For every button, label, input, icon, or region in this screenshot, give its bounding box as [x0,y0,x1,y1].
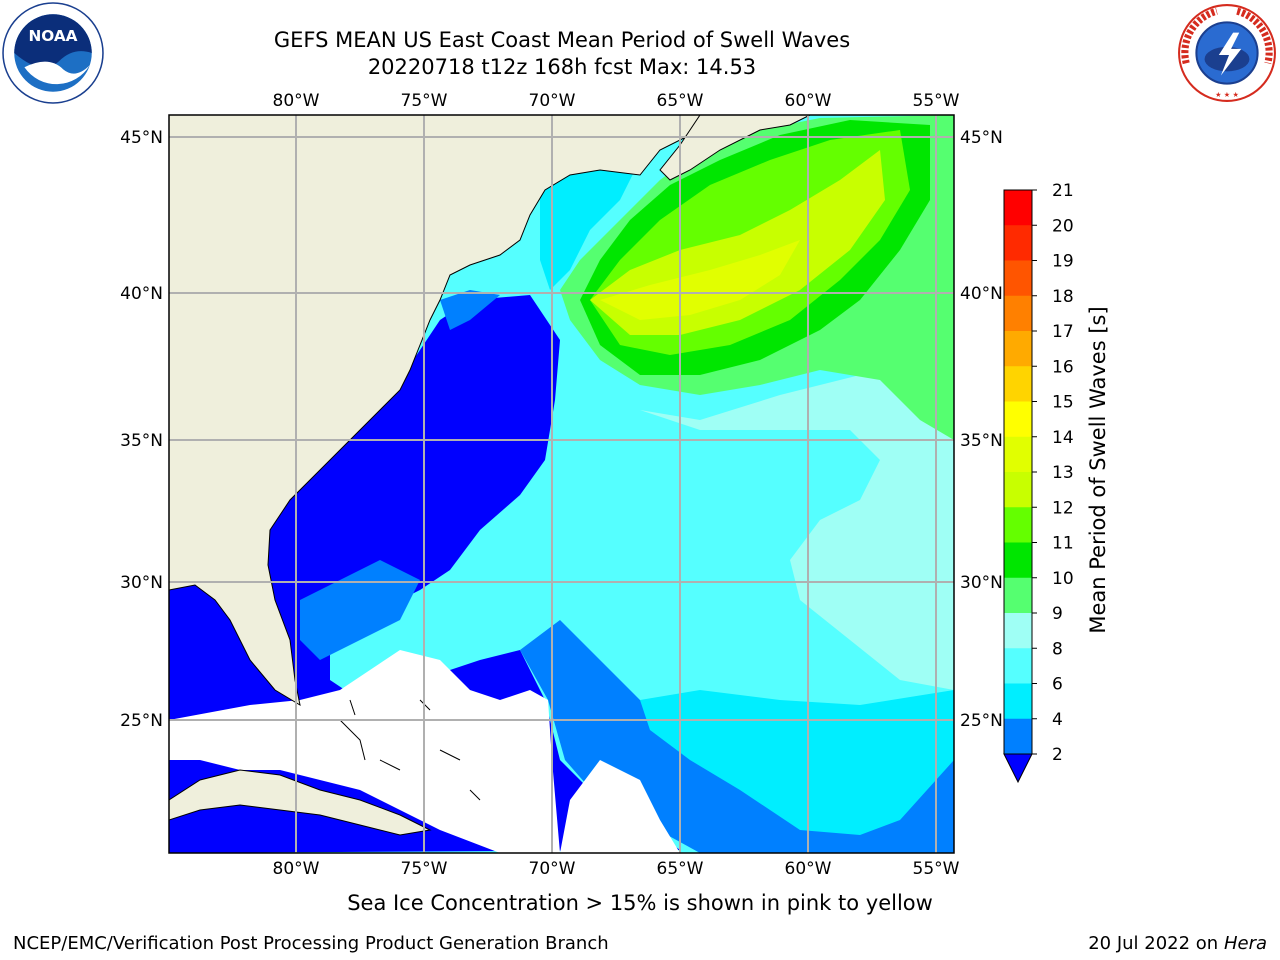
colorbar-tick-label: 6 [1052,675,1063,695]
lat-tick-labels-left: 45°N 40°N 35°N 30°N 25°N [120,128,163,731]
colorbar-swatch [1004,683,1032,720]
lon-tick-label-top: 55°W [913,91,960,111]
colorbar-tick-label: 4 [1052,710,1063,730]
chart-title: GEFS MEAN US East Coast Mean Period of S… [273,28,851,52]
lat-tick-label-right: 40°N [960,284,1003,304]
colorbar-tick-label: 20 [1052,216,1074,236]
colorbar-swatch [1004,472,1032,508]
lon-tick-label-top: 60°W [785,91,832,111]
lon-tick-label-bottom: 75°W [401,859,448,879]
colorbar-tick-label: 16 [1052,357,1074,377]
colorbar-tick-label: 15 [1052,393,1074,413]
footer-host: Hera [1223,933,1267,954]
colorbar-tick-label: 2 [1052,745,1063,765]
lon-tick-label-top: 70°W [529,91,576,111]
land-nova-scotia [659,115,811,181]
noaa-logo: NOAA [2,2,104,104]
colorbar-tick-label: 10 [1052,569,1074,589]
colorbar-tick-label: 8 [1052,639,1063,659]
land-bahamas-islands [339,699,481,801]
lon-tick-label-top: 65°W [657,91,704,111]
colorbar-tick-label: 11 [1052,534,1074,554]
colorbar-swatch [1004,401,1032,438]
noaa-logo-text: NOAA [28,27,77,45]
graticule [169,115,954,853]
colorbar-tick-label: 13 [1052,463,1074,483]
lon-tick-labels-top: 80°W 75°W 70°W 65°W 60°W 55°W [273,91,960,111]
lat-tick-labels-right: 45°N 40°N 35°N 30°N 25°N [960,128,1003,731]
colorbar-swatch [1004,507,1032,543]
colorbar-swatch [1004,295,1032,332]
land-north-america [169,115,701,707]
swell-band-4s-bay [440,290,500,330]
no-data-south [560,760,680,853]
colorbar-tick-label: 12 [1052,498,1074,518]
swell-band-6s-east [640,690,954,835]
lat-tick-label-left: 40°N [120,284,163,304]
nws-logo: ★ ★ ★ [1177,3,1277,103]
colorbar-extend-arrow [1003,753,1033,784]
colorbar-tick-label: 9 [1052,604,1063,624]
footer-date-prefix: 20 Jul 2022 on [1088,933,1224,954]
colorbar: 21 20 19 18 17 16 15 14 13 12 11 10 9 8 6 4 2 [1003,181,1074,784]
footer-credit: NCEP/EMC/Verification Post Processing Pr… [13,933,609,954]
colorbar-swatch [1004,366,1032,402]
colorbar-tick-label: 19 [1052,252,1074,272]
lat-tick-label-right: 35°N [960,431,1003,451]
colorbar-swatch [1004,190,1032,226]
colorbar-label: Mean Period of Swell Waves [s] [1086,306,1110,634]
colorbar-tick-label: 17 [1052,322,1074,342]
no-data-bahamas [169,650,560,853]
colorbar-tick-label: 21 [1052,181,1074,201]
lat-tick-label-left: 45°N [120,128,163,148]
chart-subtitle: 20220718 t12z 168h fcst Max: 14.53 [367,55,757,79]
lat-tick-label-right: 25°N [960,711,1003,731]
lat-tick-label-left: 25°N [120,711,163,731]
colorbar-swatch [1004,648,1032,684]
swell-band-4-6s-inner [300,560,420,660]
swell-band-13-14s [600,240,800,320]
lat-tick-label-left: 35°N [120,431,163,451]
land-cuba [169,769,432,836]
footer-date: 20 Jul 2022 on Hera [1088,933,1267,954]
colorbar-swatch [1004,225,1032,261]
colorbar-swatch [1004,613,1032,649]
lon-tick-label-bottom: 70°W [529,859,576,879]
colorbar-swatch [1004,331,1032,367]
sea-ice-caption-text: Sea Ice Concentration > 15% is shown in … [347,891,933,915]
lon-tick-label-bottom: 60°W [785,859,832,879]
lat-tick-label-right: 30°N [960,573,1003,593]
lon-tick-label-top: 75°W [401,91,448,111]
swell-band-6-8s-coast [540,150,640,290]
swell-band-8-9s-east [640,375,954,690]
colorbar-swatch [1004,718,1032,755]
lon-tick-label-top: 80°W [273,91,320,111]
map-frame [168,114,955,854]
map-plot-area [169,115,954,853]
colorbar-swatch [1004,542,1032,579]
svg-text:★ ★ ★: ★ ★ ★ [1215,90,1239,99]
lon-tick-label-bottom: 80°W [273,859,320,879]
colorbar-tick-label: 18 [1052,287,1074,307]
colorbar-tick-label: 14 [1052,428,1074,448]
colorbar-swatch [1004,436,1032,473]
sea-ice-caption: Sea Ice Concentration > 15% is shown in … [0,891,1280,915]
lon-tick-labels-bottom: 80°W 75°W 70°W 65°W 60°W 55°W [273,859,960,879]
lat-tick-label-right: 45°N [960,128,1003,148]
lat-tick-label-left: 30°N [120,573,163,593]
lon-tick-label-bottom: 55°W [913,859,960,879]
colorbar-swatch [1004,260,1032,297]
lon-tick-label-bottom: 65°W [657,859,704,879]
colorbar-swatch [1004,577,1032,614]
